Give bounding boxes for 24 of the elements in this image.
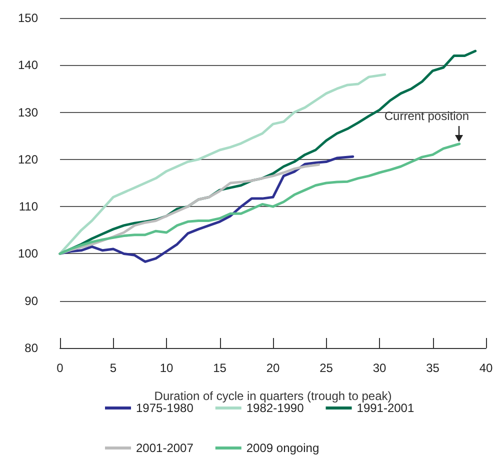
y-tick-label: 150 <box>18 11 38 25</box>
x-tick-label: 5 <box>110 361 117 375</box>
annotation: Current position <box>384 108 470 123</box>
legend-label: 1991-2001 <box>356 401 414 415</box>
x-tick-label: 40 <box>479 361 493 375</box>
x-tick-label: 25 <box>320 361 334 375</box>
x-tick-label: 30 <box>372 361 386 375</box>
x-axis-title: Duration of cycle in quarters (trough to peak) <box>154 389 392 403</box>
legend-label: 2009 ongoing <box>246 441 320 455</box>
legend-label: 1975-1980 <box>136 401 194 415</box>
x-tick-label: 0 <box>56 361 64 375</box>
legend-label: 1982-1990 <box>246 401 304 415</box>
y-tick-label: 140 <box>18 58 38 72</box>
y-tick-label: 90 <box>24 294 38 308</box>
x-tick-label: 10 <box>160 361 174 375</box>
x-tick-label: 35 <box>426 361 440 375</box>
y-tick-label: 130 <box>18 105 38 120</box>
x-tick-label: 15 <box>213 361 227 375</box>
y-tick-label: 120 <box>18 152 38 166</box>
x-tick-label: 20 <box>266 361 280 375</box>
y-tick-label: 110 <box>18 200 38 214</box>
y-tick-label: 100 <box>18 246 38 261</box>
legend-label: 2001-2007 <box>136 441 194 455</box>
y-tick-label: 80 <box>24 341 38 355</box>
